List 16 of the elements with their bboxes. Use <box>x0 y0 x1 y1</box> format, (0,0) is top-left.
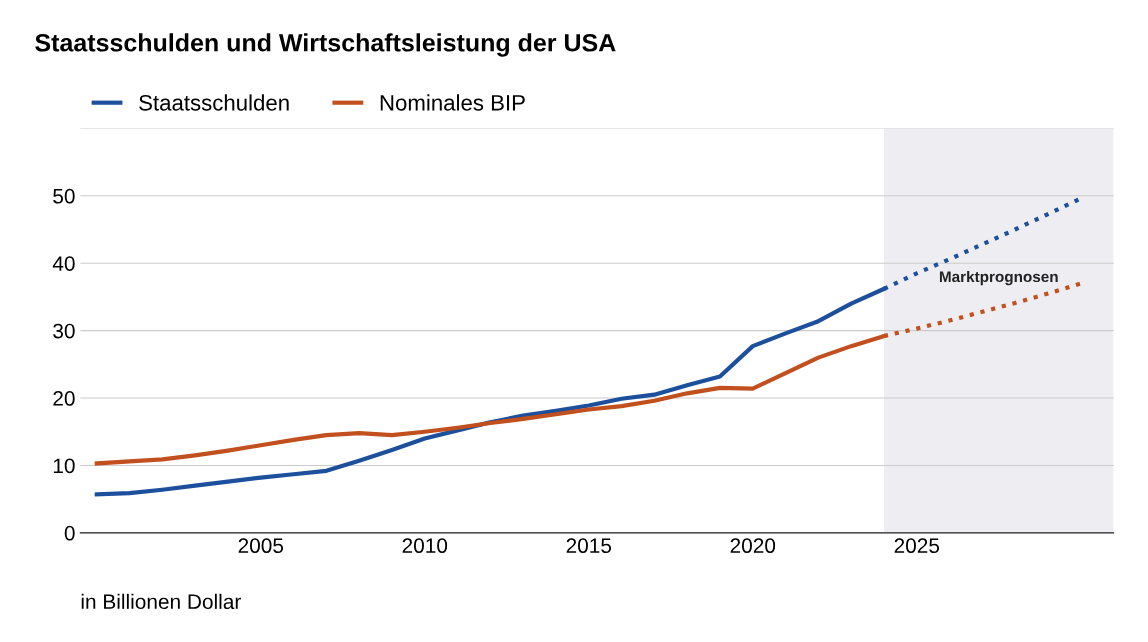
legend-label: Nominales BIP <box>380 94 525 111</box>
x-tick-label: 2010 <box>402 538 448 554</box>
band-label: Marktprognosen <box>939 270 1058 286</box>
legend-label: Staatsschulden <box>139 94 289 111</box>
x-tick-label: 2005 <box>238 538 284 554</box>
y-tick-label: 10 <box>53 458 75 474</box>
y-tick-label: 20 <box>53 391 75 406</box>
x-tick-label: 2025 <box>894 538 940 554</box>
x-tick-label: 2020 <box>730 538 776 554</box>
y-tick-label: 40 <box>52 256 75 271</box>
x-tick-label: 2015 <box>566 538 612 554</box>
chart-title: Staatsschulden und Wirtschaftsleistung der USA <box>35 33 616 57</box>
y-tick-label: 0 <box>64 525 75 541</box>
y-tick-label: 50 <box>53 188 75 204</box>
text: in Billionen Dollar <box>81 593 241 610</box>
y-tick-label: 30 <box>53 323 75 339</box>
